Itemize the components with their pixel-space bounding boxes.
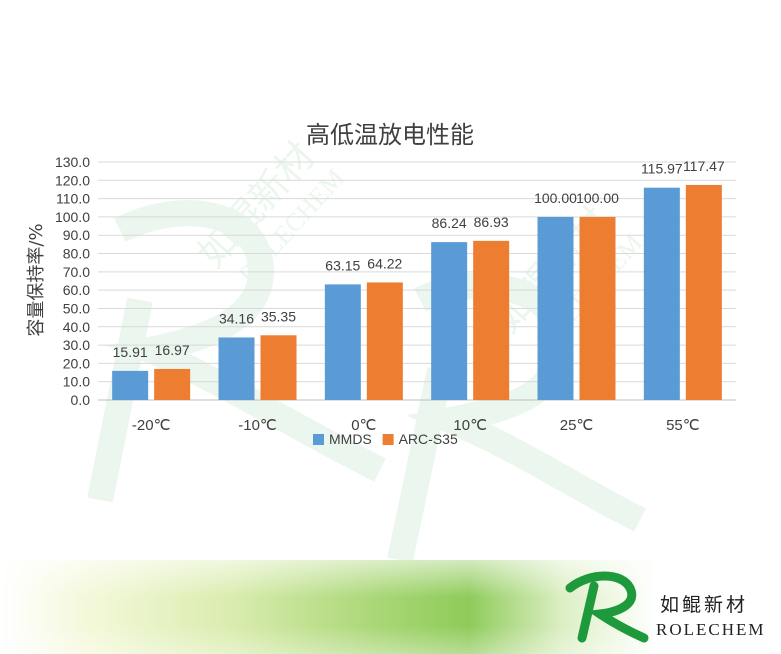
gridlines xyxy=(98,161,736,401)
y-tick-label: 30.0 xyxy=(63,337,90,353)
y-tick-label: 110.0 xyxy=(56,191,90,207)
y-tick-label: 60.0 xyxy=(63,282,90,298)
legend-swatch xyxy=(313,434,324,445)
rolechem-logo-icon xyxy=(565,571,649,643)
legend-swatch xyxy=(382,434,394,445)
data-label: 86.24 xyxy=(432,215,467,231)
data-label: 63.15 xyxy=(325,257,360,273)
data-label: 35.35 xyxy=(261,308,296,324)
footer-banner xyxy=(0,560,781,654)
bar-arc-s35 xyxy=(260,335,297,400)
y-tick-label: 10.0 xyxy=(63,374,90,390)
y-tick-label: 130.0 xyxy=(55,154,90,170)
bar-arc-s35 xyxy=(154,368,191,400)
bar-mmds xyxy=(112,370,149,400)
data-label: 100.00 xyxy=(534,190,577,206)
x-tick-label: 55℃ xyxy=(666,417,700,434)
y-tick-label: 20.0 xyxy=(63,355,90,371)
y-tick-label: 90.0 xyxy=(63,227,90,243)
y-tick-label: 80.0 xyxy=(63,246,90,262)
x-tick-label: 25℃ xyxy=(560,417,594,434)
bar-mmds xyxy=(643,187,680,400)
legend-label: ARC-S35 xyxy=(399,431,458,447)
brand-name-en: ROLECHEM xyxy=(656,620,766,639)
y-tick-label: 100.0 xyxy=(55,209,90,225)
data-label: 117.47 xyxy=(683,158,725,174)
legend: MMDS ARC-S35 xyxy=(313,431,458,447)
bar-mmds xyxy=(431,242,468,400)
bar-mmds xyxy=(324,284,361,400)
bar-mmds xyxy=(218,337,255,400)
watermark-r-mark-2 xyxy=(387,272,646,563)
data-labels: 15.91 16.97 34.16 35.35 63.15 64.22 86.24 86.93… xyxy=(113,158,725,360)
y-tick-label: 0.0 xyxy=(71,392,91,408)
legend-label: MMDS xyxy=(329,431,372,447)
data-label: 34.16 xyxy=(219,310,254,326)
x-tick-label: -20℃ xyxy=(132,417,171,434)
y-axis-label: 容量保持率/% xyxy=(26,223,47,336)
x-tick-label: 0℃ xyxy=(351,417,376,434)
y-tick-label: 50.0 xyxy=(63,300,90,316)
x-tick-label: 10℃ xyxy=(453,417,487,434)
data-label: 100.00 xyxy=(576,190,619,206)
chart-title: 高低温放电性能 xyxy=(306,121,474,149)
y-tick-label: 70.0 xyxy=(63,264,90,280)
data-label: 64.22 xyxy=(367,255,402,271)
y-tick-label: 40.0 xyxy=(63,319,90,335)
data-label: 86.93 xyxy=(474,214,509,230)
x-axis-ticks: -20℃ -10℃ 0℃ 10℃ 25℃ 55℃ xyxy=(132,417,700,434)
y-tick-label: 120.0 xyxy=(55,172,90,188)
y-axis-ticks: 0.0 10.0 20.0 30.0 40.0 50.0 60.0 70.0 80.0 90.0 1… xyxy=(55,154,90,408)
bars xyxy=(112,184,722,400)
data-label: 16.97 xyxy=(155,342,190,358)
bar-arc-s35 xyxy=(473,240,510,400)
bar-mmds xyxy=(537,216,574,400)
bar-arc-s35 xyxy=(366,282,403,400)
data-label: 115.97 xyxy=(641,161,683,177)
data-label: 15.91 xyxy=(113,344,148,360)
brand-name-cn: 如鲲新材 xyxy=(660,594,749,616)
x-tick-label: -10℃ xyxy=(238,417,277,434)
bar-arc-s35 xyxy=(579,216,616,400)
bar-arc-s35 xyxy=(685,184,722,400)
